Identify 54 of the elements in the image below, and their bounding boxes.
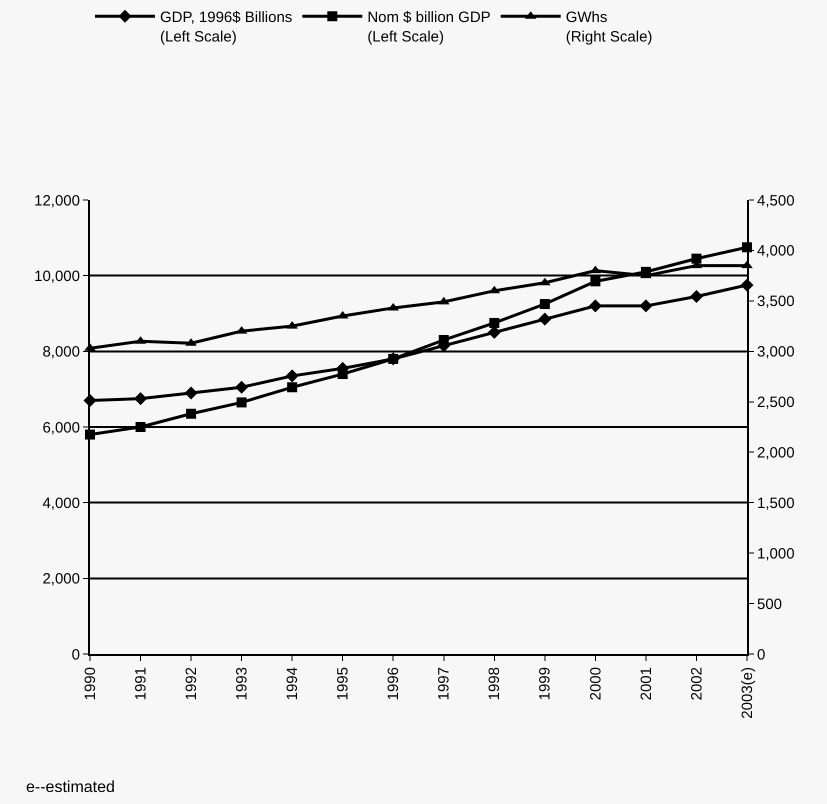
x-tick-label: 1990 xyxy=(82,667,99,700)
x-tick-label: 1993 xyxy=(233,667,250,700)
y2-tick-label: 0 xyxy=(757,646,766,664)
point xyxy=(691,254,702,264)
point xyxy=(287,382,298,392)
y-tick-label: 0 xyxy=(72,646,80,664)
y-tick-label: 6,000 xyxy=(42,419,80,436)
y2-tick-label: 500 xyxy=(757,596,782,613)
y2-tick-label: 1,500 xyxy=(757,494,795,512)
y-tick-label: 12,000 xyxy=(34,192,80,210)
text: e--estimated xyxy=(26,779,115,796)
y-tick-label: 4,000 xyxy=(42,494,80,512)
point xyxy=(338,369,348,380)
legend-label: GDP, 1996$ Billions (Left Scale) xyxy=(160,9,292,46)
x-tick-label: 2002 xyxy=(688,667,706,700)
x-tick-label: 1997 xyxy=(436,667,453,700)
y2-tick-label: 2,000 xyxy=(757,444,795,462)
x-tick-label: 2000 xyxy=(587,667,604,700)
y2-tick-label: 4,500 xyxy=(757,192,795,210)
y-tick-label: 8,000 xyxy=(42,344,80,361)
x-tick-label: 1998 xyxy=(486,667,504,700)
point xyxy=(235,380,248,394)
point xyxy=(489,318,500,328)
x-tick-label: 1995 xyxy=(334,667,352,700)
point xyxy=(538,312,552,326)
legend-label: Nom $ billion GDP (Left Scale) xyxy=(367,9,491,46)
point xyxy=(639,299,652,312)
y2-tick-label: 1,000 xyxy=(757,545,795,562)
x-tick-label: 2003(e) xyxy=(738,666,756,719)
legend-label: GWhs (Right Scale) xyxy=(566,9,652,46)
y2-tick-label: 3,500 xyxy=(757,293,795,310)
point xyxy=(540,299,550,310)
x-tick-label: 1999 xyxy=(536,667,554,700)
point xyxy=(588,299,602,312)
y2-tick-label: 2,500 xyxy=(757,394,795,412)
point xyxy=(134,392,148,406)
point xyxy=(186,408,196,419)
y2-tick-label: 4,000 xyxy=(757,242,795,260)
point xyxy=(236,397,247,408)
x-tick-label: 1996 xyxy=(385,667,402,700)
point xyxy=(438,334,449,345)
x-tick-label: 1992 xyxy=(182,667,200,700)
y-tick-label: 2,000 xyxy=(42,570,80,588)
point xyxy=(690,290,703,303)
x-tick-label: 2001 xyxy=(638,667,655,700)
x-tick-label: 1991 xyxy=(132,667,150,700)
point xyxy=(590,276,600,286)
y-tick-label: 10,000 xyxy=(34,268,80,285)
x-tick-label: 1994 xyxy=(284,667,302,700)
y2-tick-label: 3,000 xyxy=(757,344,795,361)
point xyxy=(136,422,146,432)
point xyxy=(488,326,501,339)
point xyxy=(184,386,198,400)
point xyxy=(286,369,299,382)
